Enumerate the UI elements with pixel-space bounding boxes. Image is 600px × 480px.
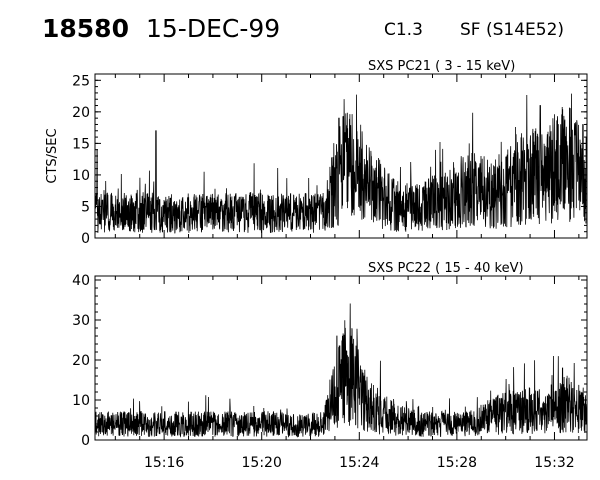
event-date: 15-DEC-99: [146, 14, 281, 43]
y-tick-label-top: 0: [81, 231, 90, 247]
y-tick-label-bottom: 30: [72, 313, 90, 329]
y-tick-label-bottom: 20: [72, 353, 90, 369]
plot-frame-bottom: [94, 275, 588, 441]
series-line-bottom: [94, 303, 588, 438]
x-tick-label: 15:24: [339, 455, 379, 471]
y-tick-label-top: 25: [72, 73, 90, 89]
series-line-top: [94, 93, 588, 234]
y-tick-label-bottom: 40: [72, 273, 90, 289]
y-axis-label: CTS/SEC: [45, 128, 60, 183]
panel-title-top: SXS PC21 ( 3 - 15 keV): [368, 59, 515, 74]
x-tick-label: 15:32: [534, 455, 574, 471]
y-tick-label-bottom: 10: [72, 393, 90, 409]
flare-location: SF (S14E52): [460, 20, 565, 40]
y-tick-label-top: 15: [72, 136, 90, 152]
panel-title-bottom: SXS PC22 ( 15 - 40 keV): [368, 261, 524, 276]
y-tick-label-bottom: 0: [81, 433, 90, 449]
y-tick-label-top: 10: [72, 168, 90, 184]
y-tick-label-top: 20: [72, 105, 90, 121]
x-tick-label: 15:28: [437, 455, 477, 471]
y-tick-label-top: 5: [81, 199, 90, 215]
goes-class: C1.3: [384, 20, 423, 40]
x-tick-label: 15:16: [144, 455, 184, 471]
x-tick-label: 15:20: [242, 455, 282, 471]
event-id: 18580: [42, 14, 129, 43]
